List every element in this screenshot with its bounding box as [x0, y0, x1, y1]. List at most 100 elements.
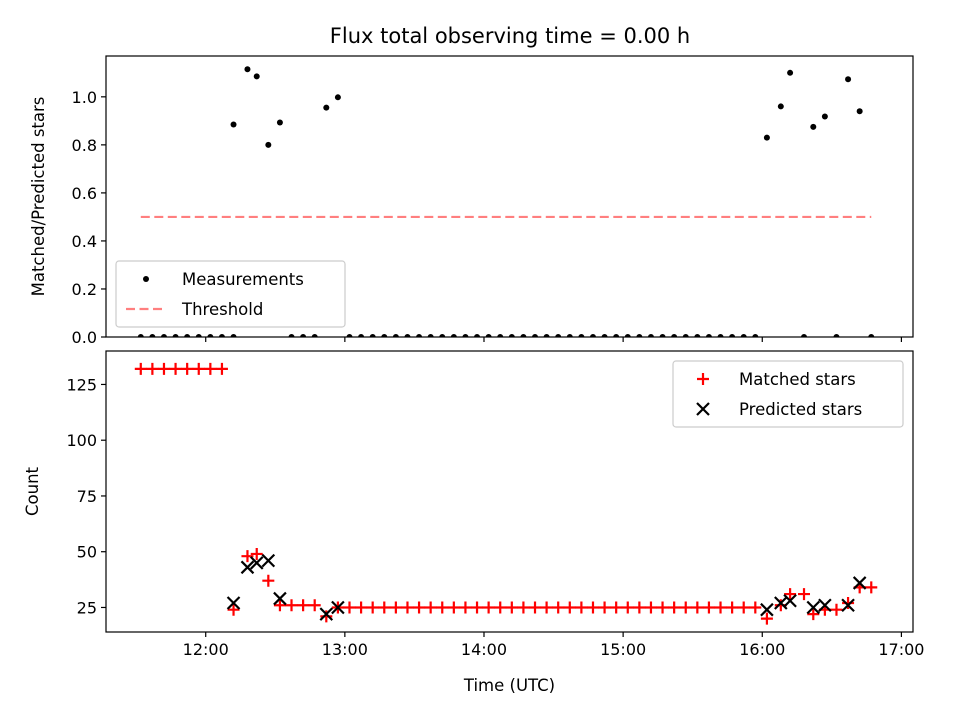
matched-star-marker	[169, 362, 182, 375]
x-tick-label: 15:00	[600, 640, 646, 659]
legend-label: Predicted stars	[739, 400, 862, 419]
matched-star-marker	[563, 601, 576, 614]
measurement-point	[392, 334, 399, 337]
matched-star-marker	[262, 574, 275, 587]
measurement-point	[729, 334, 736, 337]
matched-star-marker	[355, 601, 368, 614]
predicted-star-marker	[818, 598, 832, 613]
predicted-star-marker	[783, 594, 797, 608]
y-axis-label: Matched/Predicted stars	[29, 97, 48, 297]
measurement-point	[160, 334, 167, 337]
predicted-star-marker	[806, 600, 821, 615]
axes-frame	[105, 55, 914, 338]
legend: Matched stars Predicted stars	[672, 360, 904, 428]
legend-label: Threshold	[181, 300, 263, 319]
measurement-point	[833, 334, 840, 337]
matched-star-marker	[598, 601, 611, 614]
measurement-point	[787, 69, 794, 76]
matched-star-marker	[181, 362, 194, 375]
matched-star-marker	[482, 601, 495, 614]
matched-star-marker	[830, 603, 843, 616]
measurement-point	[265, 141, 272, 148]
measurement-point	[613, 334, 620, 337]
x-tick-label: 16:00	[739, 640, 785, 659]
matched-star-marker	[714, 601, 727, 614]
matched-star-marker	[389, 601, 402, 614]
measurement-point	[346, 334, 353, 337]
matched-star-marker	[459, 601, 472, 614]
measurement-point	[508, 334, 515, 337]
x-tick-label: 17:00	[878, 640, 924, 659]
matched-star-marker	[241, 550, 254, 563]
legend-measurement-swatch	[143, 276, 149, 282]
matched-star-marker	[308, 599, 321, 612]
matched-star-marker	[192, 362, 205, 375]
matched-star-marker	[378, 601, 391, 614]
predicted-star-marker	[240, 560, 255, 575]
matched-star-marker	[552, 601, 565, 614]
measurement-point	[497, 334, 504, 337]
matched-star-marker	[401, 601, 414, 614]
bottom-panel: 12:00 13:00 14:00 15:00 16:00 17:00 25 50 75 100 1…	[23, 350, 924, 695]
measurement-point	[717, 334, 724, 337]
measurement-point	[694, 334, 701, 337]
matched-star-marker	[273, 599, 286, 612]
matched-star-marker	[633, 601, 646, 614]
measurement-point	[439, 334, 446, 337]
measurement-point	[218, 334, 225, 337]
predicted-star-marker	[841, 598, 855, 613]
matched-star-marker	[760, 612, 773, 625]
y-tick-label: 75	[77, 487, 97, 506]
y-tick-label: 0.6	[72, 184, 97, 203]
measurement-point	[821, 113, 828, 120]
predicted-star-marker	[319, 607, 334, 621]
measurement-point	[845, 76, 852, 83]
y-axis-label: Count	[23, 466, 42, 516]
axes-frame	[105, 350, 914, 633]
measurement-point	[244, 66, 251, 73]
matched-star-marker	[737, 601, 750, 614]
x-tick-label: 13:00	[322, 640, 368, 659]
measurement-point	[207, 334, 214, 337]
measurement-point	[427, 334, 434, 337]
measurement-point	[566, 334, 573, 337]
y-tick-label: 0.0	[72, 328, 97, 347]
matched-star-marker	[540, 601, 553, 614]
y-tick-label: 0.2	[72, 280, 97, 299]
matched-star-marker	[575, 601, 588, 614]
y-tick-label: 125	[66, 375, 97, 394]
matched-star-marker	[204, 362, 217, 375]
measurement-point	[149, 334, 156, 337]
matched-star-marker	[157, 362, 170, 375]
measurement-point	[195, 334, 202, 337]
measurement-point	[810, 123, 817, 130]
measurement-point	[137, 334, 144, 337]
matched-star-marker	[621, 601, 634, 614]
y-tick-label: 100	[66, 431, 97, 450]
predicted-star-marker	[331, 600, 345, 615]
measurement-point	[358, 334, 365, 337]
matched-star-marker	[436, 601, 449, 614]
matched-star-marker	[285, 599, 298, 612]
measurement-point	[311, 334, 318, 337]
legend-label: Measurements	[182, 270, 304, 289]
measurement-point	[404, 334, 411, 337]
measurement-point	[636, 334, 643, 337]
measurement-point	[184, 334, 191, 337]
top-panel: 0.0 0.2 0.4 0.6 0.8 1.0 Matched/Predicted star…	[29, 55, 914, 347]
measurement-point	[323, 104, 330, 111]
measurement-point	[474, 334, 481, 337]
measurement-point	[462, 334, 469, 337]
y-tick-label: 25	[77, 598, 97, 617]
x-tick-label: 14:00	[461, 640, 507, 659]
measurement-point	[856, 108, 863, 115]
measurement-point	[740, 334, 747, 337]
matched-star-marker	[146, 362, 159, 375]
legend-predicted-swatch	[696, 402, 710, 416]
predicted-star-marker	[760, 602, 774, 617]
matched-star-marker	[424, 601, 437, 614]
measurement-point	[381, 334, 388, 337]
measurement-point	[647, 334, 654, 337]
measurement-point	[276, 119, 283, 126]
measurement-point	[555, 334, 562, 337]
